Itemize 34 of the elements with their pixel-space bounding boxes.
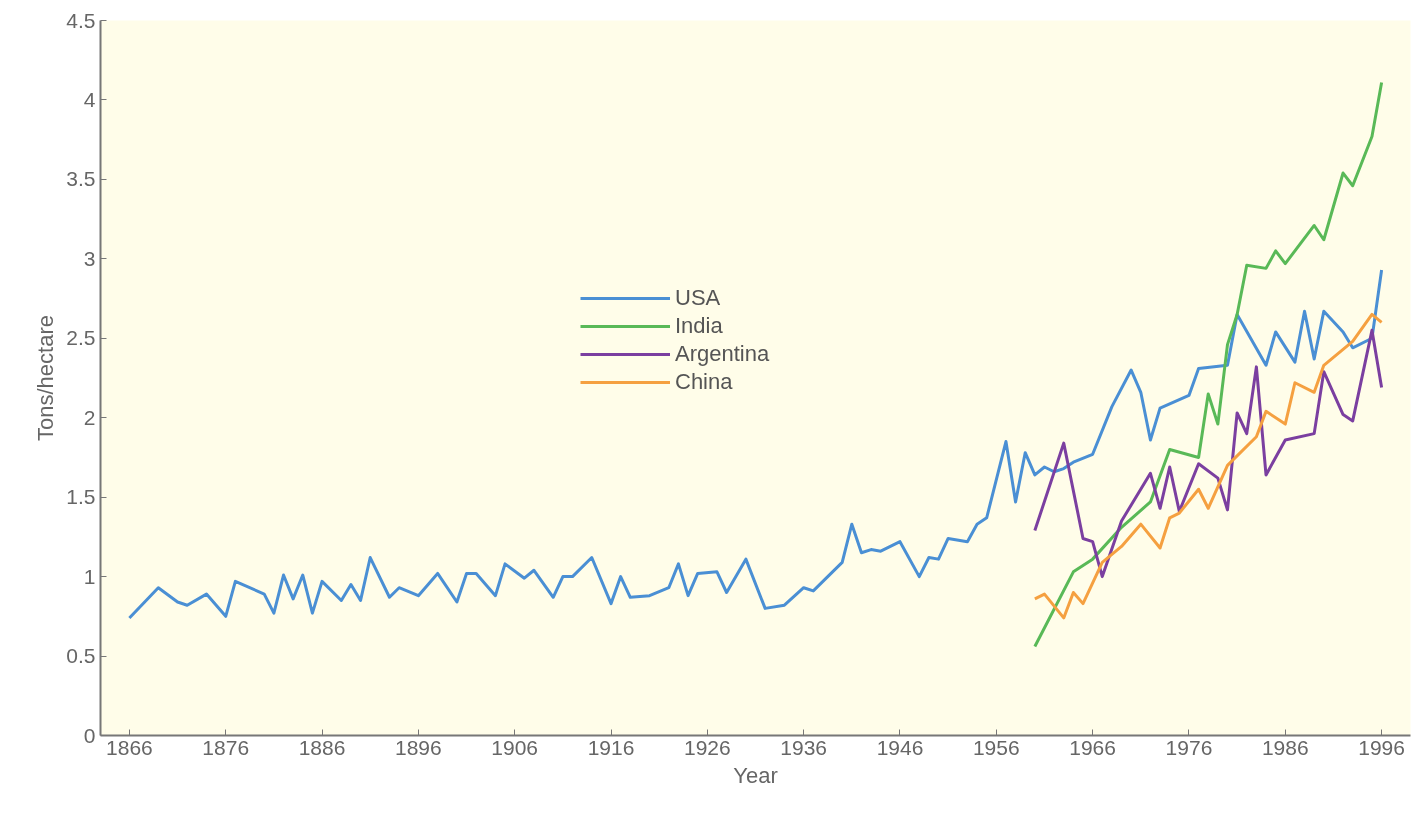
x-axis-title: Year xyxy=(733,762,778,788)
legend-label: Argentina xyxy=(675,341,770,367)
y-tick-label: 1.5 xyxy=(66,485,96,509)
y-tick-label: 0.5 xyxy=(66,644,96,668)
x-tick-label: 1926 xyxy=(683,735,731,759)
y-tick-label: 0 xyxy=(83,723,96,747)
y-tick-label: 3.5 xyxy=(66,167,96,191)
legend-label: India xyxy=(675,313,723,339)
x-tick-label: 1906 xyxy=(491,735,539,759)
x-tick-label: 1886 xyxy=(298,735,346,759)
y-tick-label: 4.5 xyxy=(66,8,96,32)
x-tick-label: 1876 xyxy=(202,735,250,759)
y-tick-label: 2 xyxy=(83,405,96,429)
y-tick-label: 3 xyxy=(83,246,96,270)
x-tick-label: 1936 xyxy=(780,735,828,759)
line-series xyxy=(1033,312,1384,620)
y-tick-label: 2.5 xyxy=(66,326,96,350)
line-series xyxy=(127,268,1384,620)
x-tick-label: 1866 xyxy=(106,735,153,759)
y-tick-label: 1 xyxy=(83,564,96,588)
line-series xyxy=(1033,80,1384,649)
x-tick-label: 1916 xyxy=(587,735,635,759)
x-tick-label: 1946 xyxy=(876,735,924,759)
x-tick-label: 1976 xyxy=(1165,735,1213,759)
x-tick-label: 1966 xyxy=(1069,735,1116,759)
x-tick-label: 1996 xyxy=(1358,735,1405,759)
y-axis-title: Tons/hectare xyxy=(33,315,59,441)
x-tick-label: 1896 xyxy=(395,735,442,759)
line-series xyxy=(1033,328,1384,579)
legend-label: USA xyxy=(675,285,721,311)
x-tick-label: 1986 xyxy=(1261,735,1309,759)
y-tick-label: 4 xyxy=(83,87,96,111)
x-tick-label: 1956 xyxy=(972,735,1020,759)
legend-label: China xyxy=(675,369,733,395)
